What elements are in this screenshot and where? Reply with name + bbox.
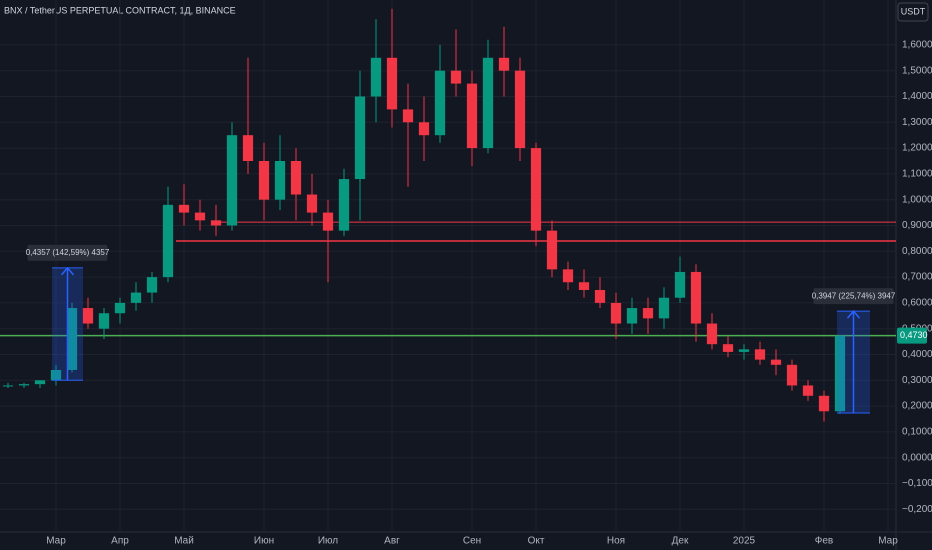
y-tick-label: 0,0000 <box>902 452 932 463</box>
candle-body <box>226 135 238 226</box>
candle-body <box>834 335 846 412</box>
y-tick-label: 0,8000 <box>902 246 932 257</box>
y-tick-label: 0,9000 <box>902 220 932 231</box>
candle-body <box>242 135 254 161</box>
y-tick-label: 0,7000 <box>902 272 932 283</box>
y-tick-label: 0,3000 <box>902 375 932 386</box>
candle-body <box>818 395 830 412</box>
candle-body <box>690 271 702 324</box>
candle-body <box>738 349 750 352</box>
y-tick-label: 1,3000 <box>902 117 932 128</box>
y-tick-label: 0,4000 <box>902 349 932 360</box>
candle-body <box>770 359 782 365</box>
candle-body <box>210 220 222 226</box>
candle-body <box>802 385 814 396</box>
candle-body <box>50 369 62 381</box>
x-tick-label: Мар <box>878 536 898 547</box>
x-tick-label: 2025 <box>733 536 756 547</box>
candle-body <box>594 289 606 303</box>
x-tick-label: Мар <box>46 536 66 547</box>
candle-body <box>178 204 190 213</box>
candle-body <box>290 160 302 195</box>
candle-body <box>562 269 574 283</box>
candle-body <box>530 148 542 231</box>
candle-body <box>2 385 14 387</box>
x-tick-label: Апр <box>111 536 129 547</box>
y-tick-label: −0,2000 <box>902 504 932 515</box>
candle-body <box>338 179 350 231</box>
candle-body <box>402 109 414 123</box>
candle-body <box>514 70 526 149</box>
x-tick-label: Сен <box>463 536 481 547</box>
candle-body <box>354 96 366 180</box>
candle-body <box>578 282 590 290</box>
y-tick-label: 0,1000 <box>902 427 932 438</box>
candle-body <box>18 384 30 386</box>
measure-label-bg <box>813 288 894 305</box>
candle-body <box>658 297 670 319</box>
candle-body <box>162 204 174 278</box>
measure-label-bg <box>27 244 108 261</box>
candle-body <box>786 364 798 386</box>
measure-label: 0,4357 (142,59%) 4357 <box>26 248 110 257</box>
x-tick-label: Ноя <box>607 536 625 547</box>
candle-body <box>450 70 462 84</box>
measure-arrowhead <box>60 266 75 276</box>
candle-body <box>642 308 654 319</box>
y-tick-label: 1,2000 <box>902 143 932 154</box>
candle-body <box>674 271 686 298</box>
candle-body <box>82 308 94 324</box>
x-tick-label: Авг <box>384 536 400 547</box>
candle-body <box>34 380 46 385</box>
y-tick-label: 1,4000 <box>902 91 932 102</box>
last-price-label: 0,4730 <box>900 330 928 340</box>
last-price-badge <box>897 327 927 344</box>
candle-body <box>114 302 126 314</box>
y-tick-label: −0,1000 <box>902 478 932 489</box>
currency-button[interactable] <box>897 2 929 22</box>
y-tick-label: 0,2000 <box>902 401 932 412</box>
y-tick-label: 1,1000 <box>902 169 932 180</box>
candle-body <box>418 122 430 136</box>
candle-body <box>626 308 638 324</box>
measure-label: 0,3947 (225,74%) 3947 <box>812 291 896 300</box>
candle-body <box>434 70 446 136</box>
candle-body <box>258 160 270 200</box>
candle-body <box>466 83 478 149</box>
x-tick-label: Дек <box>672 536 689 547</box>
candle-body <box>706 323 718 345</box>
candle-body <box>66 308 78 370</box>
candle-body <box>754 349 766 360</box>
candle-body <box>722 344 734 352</box>
measure-arrowhead <box>846 309 861 319</box>
y-tick-label: 1,6000 <box>902 40 932 51</box>
currency-label[interactable]: USDT <box>901 6 926 16</box>
candle-body <box>98 313 110 329</box>
x-tick-label: Май <box>174 536 194 547</box>
x-tick-label: Июл <box>318 536 338 547</box>
candle-body <box>194 212 206 221</box>
candle-body <box>274 160 286 200</box>
candle-body <box>498 57 510 71</box>
y-tick-label: 1,5000 <box>902 65 932 76</box>
candle-body <box>146 277 158 293</box>
candle-body <box>370 57 382 97</box>
y-tick-label: 0,6000 <box>902 298 932 309</box>
candle-body <box>610 302 622 324</box>
x-tick-label: Фев <box>815 536 833 547</box>
candle-body <box>130 292 142 303</box>
candle-body <box>306 194 318 213</box>
x-tick-label: Окт <box>528 536 545 547</box>
candle-body <box>546 230 558 270</box>
candle-body <box>322 212 334 231</box>
candle-body <box>482 57 494 149</box>
y-tick-label: 1,0000 <box>902 194 932 205</box>
candle-body <box>386 57 398 110</box>
x-tick-label: Июн <box>254 536 274 547</box>
